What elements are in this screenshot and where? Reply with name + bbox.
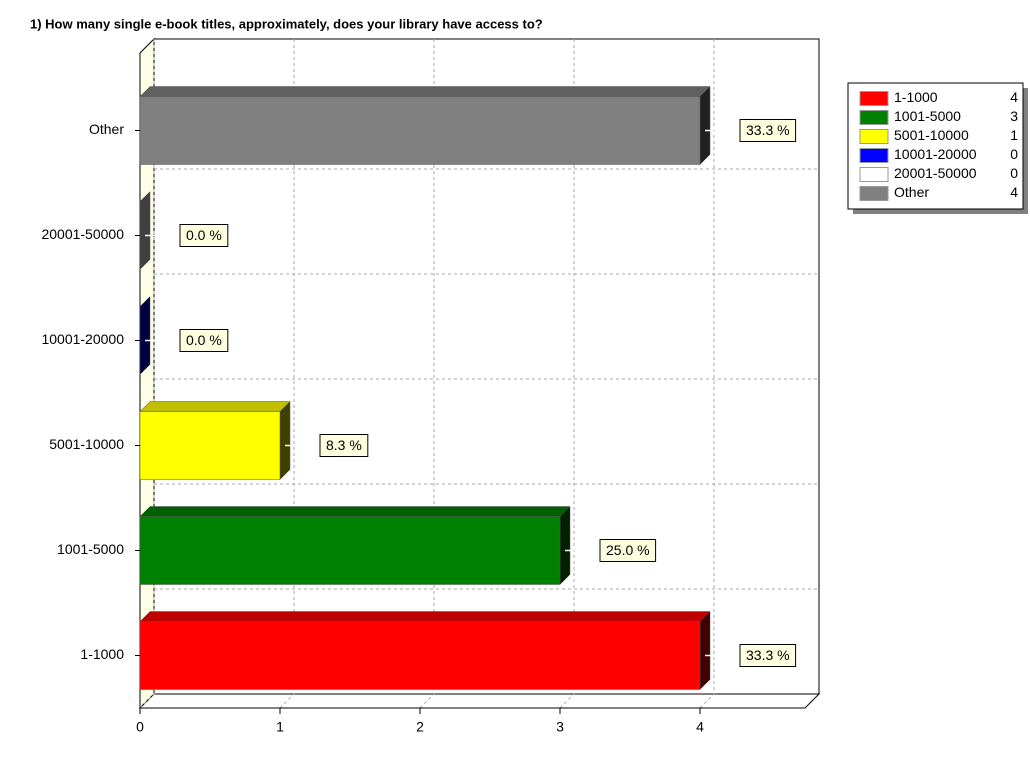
value-label-box [179,224,229,247]
y-tick-label: 1001-5000 [57,541,124,557]
y-tick-label: 1-1000 [80,646,124,662]
bar-top [139,86,711,97]
bar-side [699,610,711,691]
legend-swatch [859,91,889,106]
bar-front [139,516,561,585]
legend-swatch [859,110,889,125]
bar-top [139,401,291,412]
value-label-box [739,119,797,142]
chart-title: 1) How many single e-book titles, approx… [30,16,543,31]
x-tick-label: 4 [696,719,704,735]
y-tick-label: 5001-10000 [49,436,124,452]
bar-top [139,506,571,517]
value-label-box [179,329,229,352]
value-label: 33.3 % [746,647,790,663]
legend-label: 5001-10000 [894,127,969,143]
legend-label: 1-1000 [894,89,938,105]
legend-swatch [859,129,889,144]
bar-side [559,505,571,586]
legend-label: 10001-20000 [894,146,977,162]
bar-side [279,400,291,481]
legend-count: 1 [1010,127,1018,143]
legend-count: 4 [1010,184,1018,200]
bar-front [139,96,701,165]
bar [139,610,711,691]
legend-swatch [859,167,889,182]
bar-front [139,411,281,480]
y-tick-label: Other [89,121,124,137]
bar-side [139,295,151,376]
legend-label: Other [894,184,929,200]
value-label-box [319,434,369,457]
y-tick-label: 20001-50000 [41,226,124,242]
legend-count: 0 [1010,165,1018,181]
legend-count: 3 [1010,108,1018,124]
x-tick-label: 3 [556,719,564,735]
legend-label: 20001-50000 [894,165,977,181]
bar-side [699,85,711,166]
value-label: 25.0 % [606,542,650,558]
x-tick-label: 1 [276,719,284,735]
bar [139,505,571,586]
x-tick-label: 0 [136,719,144,735]
legend-swatch [859,148,889,163]
value-label: 0.0 % [186,227,222,243]
bar [139,190,151,271]
value-label: 8.3 % [326,437,362,453]
value-label: 33.3 % [746,122,790,138]
bar [139,295,151,376]
floor [138,693,821,709]
bar-side [139,190,151,271]
x-tick-label: 2 [416,719,424,735]
legend-count: 0 [1010,146,1018,162]
legend-count: 4 [1010,89,1018,105]
bar [139,400,291,481]
legend-swatch [859,186,889,201]
value-label-box [739,644,797,667]
legend-label: 1001-5000 [894,108,961,124]
value-label-box [599,539,657,562]
bar-top [139,611,711,622]
value-label: 0.0 % [186,332,222,348]
bar [139,85,711,166]
bar-front [139,621,701,690]
y-tick-label: 10001-20000 [41,331,124,347]
